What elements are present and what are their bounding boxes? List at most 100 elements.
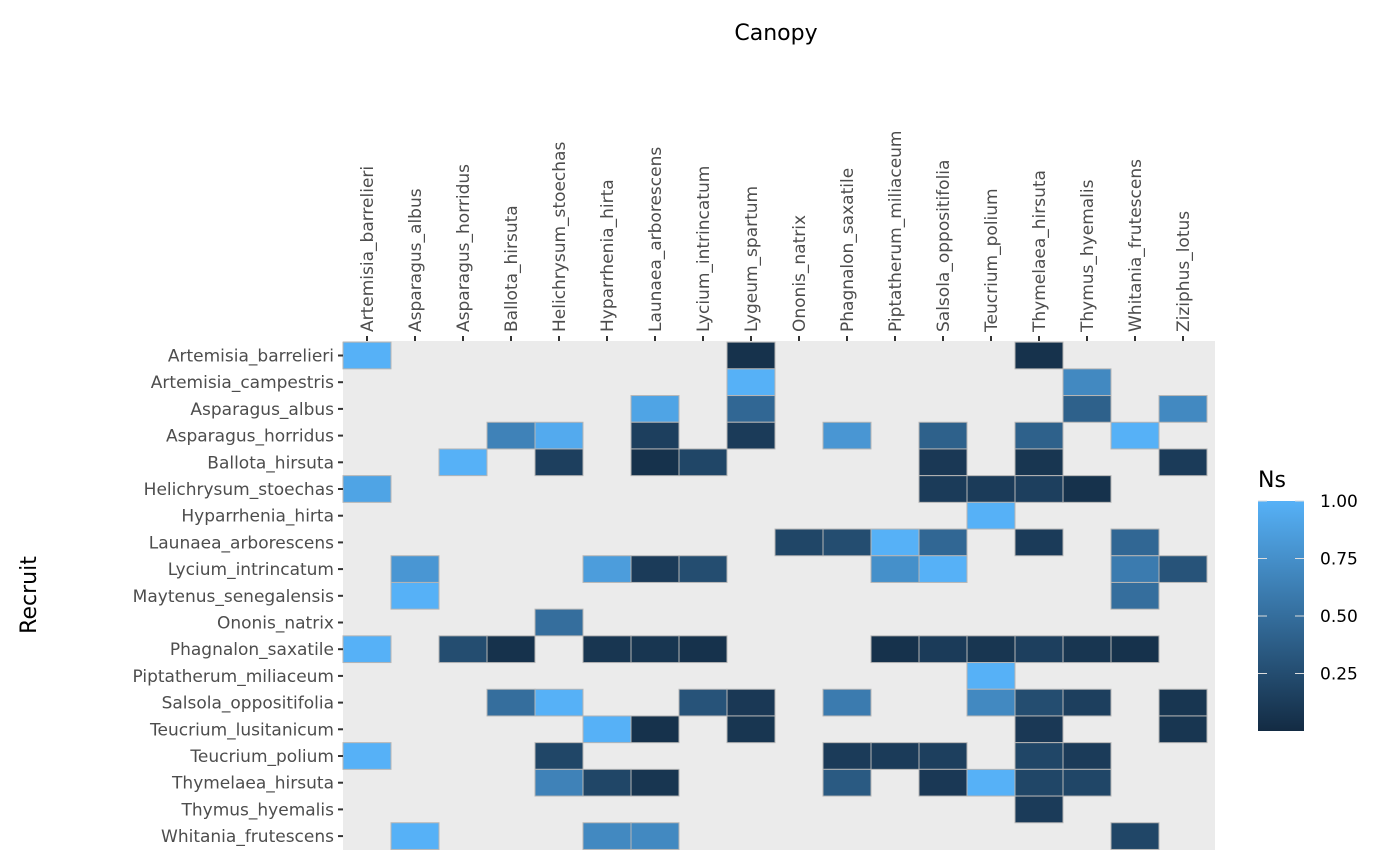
- heatmap-cell: [1014, 768, 1064, 797]
- heatmap-cell: [582, 635, 632, 664]
- heatmap-cell: [774, 528, 824, 557]
- y-tick-label: Thymus_hyemalis: [181, 800, 335, 820]
- heatmap-cell: [1110, 581, 1160, 610]
- y-tick-label: Ononis_natrix: [217, 614, 334, 634]
- heatmap-cell: [966, 688, 1016, 717]
- heatmap-cell: [438, 635, 488, 664]
- y-axis: Artemisia_barrelieri Artemisia_campestris…: [133, 347, 343, 847]
- y-tick-label: Teucrium_lusitanicum: [149, 720, 334, 740]
- heatmap-cell: [534, 768, 584, 797]
- heatmap-cell: [534, 742, 584, 770]
- x-tick-label: Lygeum_spartum: [742, 186, 762, 332]
- heatmap-cell: [630, 555, 680, 583]
- cells-layer: [342, 341, 1208, 850]
- y-tick-label: Lycium_intrincatum: [168, 560, 334, 580]
- heatmap-cell: [726, 421, 776, 450]
- heatmap-cell: [630, 768, 680, 797]
- heatmap-cell: [870, 528, 920, 557]
- heatmap-cell: [1014, 688, 1064, 717]
- heatmap-cell: [1158, 395, 1208, 423]
- x-tick-label: Ballota_hirsuta: [502, 205, 522, 332]
- heatmap-cell: [966, 475, 1016, 503]
- heatmap-cell: [1110, 822, 1160, 850]
- heatmap-cell: [918, 421, 968, 450]
- x-tick-label: Ziziphus_lotus: [1174, 211, 1194, 332]
- heatmap-cell: [678, 688, 728, 717]
- heatmap-cell: [582, 715, 632, 744]
- heatmap-cell: [1014, 341, 1064, 370]
- heatmap-cell: [342, 635, 392, 664]
- legend-tick-label: 1.00: [1320, 492, 1358, 512]
- y-tick-label: Artemisia_barrelieri: [168, 347, 334, 367]
- heatmap-cell: [582, 555, 632, 583]
- x-tick-label: Lycium_intrincatum: [694, 166, 714, 332]
- legend-tick-label: 0.75: [1320, 550, 1358, 570]
- heatmap-cell: [534, 421, 584, 450]
- heatmap-cell: [918, 448, 968, 477]
- y-tick-label: Whitania_frutescens: [161, 827, 334, 847]
- heatmap-cell: [918, 768, 968, 797]
- heatmap-cell: [822, 768, 872, 797]
- x-tick-label: Salsola_oppositifolia: [934, 160, 954, 332]
- heatmap-cell: [1014, 448, 1064, 477]
- heatmap-cell: [1062, 742, 1112, 770]
- y-tick-label: Ballota_hirsuta: [207, 453, 334, 473]
- y-tick-label: Helichrysum_stoechas: [144, 480, 334, 500]
- heatmap-cell: [1158, 688, 1208, 717]
- x-tick-label: Phagnalon_saxatile: [838, 168, 858, 332]
- heatmap-cell: [534, 688, 584, 717]
- heatmap-cell: [1062, 475, 1112, 503]
- heatmap-cell: [678, 555, 728, 583]
- heatmap-cell: [1014, 528, 1064, 557]
- heatmap-cell: [534, 608, 584, 637]
- heatmap-cell: [822, 528, 872, 557]
- y-tick-label: Asparagus_horridus: [166, 427, 334, 447]
- y-axis-title: Recruit: [17, 556, 42, 634]
- x-tick-label: Thymelaea_hirsuta: [1030, 170, 1050, 333]
- y-tick-label: Teucrium_polium: [189, 747, 334, 767]
- heatmap-cell: [1014, 742, 1064, 770]
- heatmap-cell: [918, 555, 968, 583]
- heatmap-cell: [918, 635, 968, 664]
- x-tick-label: Teucrium_polium: [982, 188, 1002, 333]
- heatmap-cell: [1014, 635, 1064, 664]
- heatmap-cell: [1062, 368, 1112, 397]
- x-axis-title: Canopy: [734, 21, 817, 46]
- heatmap-cell: [966, 501, 1016, 530]
- heatmap-cell: [1014, 475, 1064, 503]
- heatmap-cell: [630, 421, 680, 450]
- heatmap-cell: [630, 715, 680, 744]
- y-tick-label: Phagnalon_saxatile: [170, 640, 334, 660]
- heatmap-cell: [630, 635, 680, 664]
- heatmap-cell: [918, 742, 968, 770]
- heatmap-cell: [726, 341, 776, 370]
- heatmap-cell: [726, 395, 776, 423]
- heatmap-cell: [1110, 635, 1160, 664]
- heatmap-cell: [342, 742, 392, 770]
- heatmap-cell: [726, 688, 776, 717]
- x-tick-label: Piptatherum_miliaceum: [886, 131, 906, 333]
- heatmap-cell: [390, 555, 440, 583]
- heatmap-cell: [486, 688, 536, 717]
- y-tick-label: Salsola_oppositifolia: [162, 694, 334, 714]
- heatmap-cell: [1110, 421, 1160, 450]
- heatmap-cell: [870, 555, 920, 583]
- y-tick-label: Launaea_arborescens: [149, 533, 334, 553]
- heatmap-cell: [342, 475, 392, 503]
- legend: Ns 0.25 0.50 0.75 1.00: [1258, 468, 1358, 731]
- heatmap-cell: [342, 341, 392, 370]
- heatmap-cell: [1062, 635, 1112, 664]
- heatmap-cell: [822, 421, 872, 450]
- y-tick-label: Asparagus_albus: [190, 400, 334, 420]
- heatmap-cell: [726, 368, 776, 397]
- x-tick-label: Helichrysum_stoechas: [550, 142, 570, 332]
- heatmap-cell: [630, 822, 680, 850]
- heatmap-cell: [966, 635, 1016, 664]
- heatmap-cell: [918, 528, 968, 557]
- heatmap-cell: [630, 395, 680, 423]
- heatmap-cell: [822, 742, 872, 770]
- heatmap-cell: [630, 448, 680, 477]
- y-tick-label: Hyparrhenia_hirta: [181, 507, 334, 527]
- heatmap-cell: [1014, 715, 1064, 744]
